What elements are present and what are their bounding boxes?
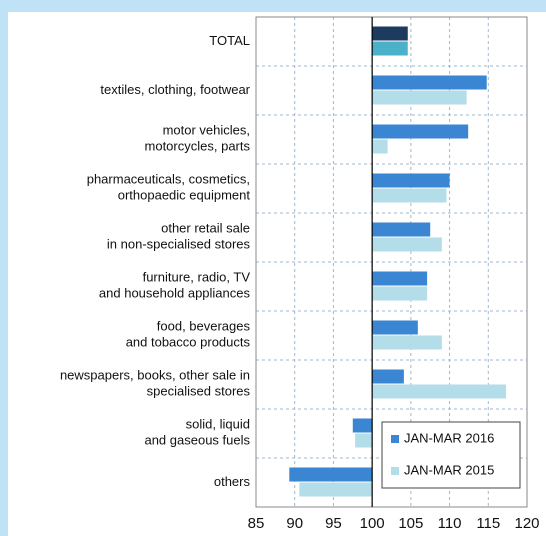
bar [372,369,404,384]
category-label: TOTAL [209,33,250,48]
x-tick-label: 85 [248,515,265,532]
x-tick-label: 110 [438,515,462,532]
bar [372,320,418,335]
plot-border [255,16,528,508]
x-tick-label: 100 [360,515,385,532]
bar [372,384,507,399]
bar [372,90,467,105]
bar [372,237,442,252]
category-label: textiles, clothing, footwear [100,82,250,97]
bar [372,188,447,203]
bar [355,433,373,448]
category-label: newspapers, books, other sale in speciali… [60,368,251,399]
bar [372,286,428,301]
bar [299,482,373,497]
category-label: motor vehicles, motorcycles, parts [145,123,251,154]
category-label: furniture, radio, TV and household applia… [99,270,251,301]
category-label: others [214,474,251,489]
x-tick-label: 105 [398,515,423,532]
bar [372,173,450,188]
bar [372,41,408,56]
x-tick-label: 120 [514,515,539,532]
legend-swatch [391,467,399,475]
x-tick-label: 90 [286,515,303,532]
bar [372,26,408,41]
bar [372,271,428,286]
category-label: solid, liquid and gaseous fuels [144,417,250,448]
bar [372,75,487,90]
bar [372,124,469,139]
bar [372,335,442,350]
category-label: food, beverages and tobacco products [126,319,251,350]
legend-box [381,421,521,489]
bar [352,418,373,433]
bar [372,139,388,154]
bar [289,467,373,482]
legend-label: JAN-MAR 2016 [404,430,494,445]
x-tick-label: 115 [476,515,500,532]
category-label: other retail sale in non-specialised stor… [107,221,251,252]
bar [372,222,431,237]
legend-swatch [391,435,399,443]
legend-label: JAN-MAR 2015 [404,462,494,477]
category-label: pharmaceuticals, cosmetics, orthopaedic e… [87,172,251,203]
x-tick-label: 95 [325,515,342,532]
